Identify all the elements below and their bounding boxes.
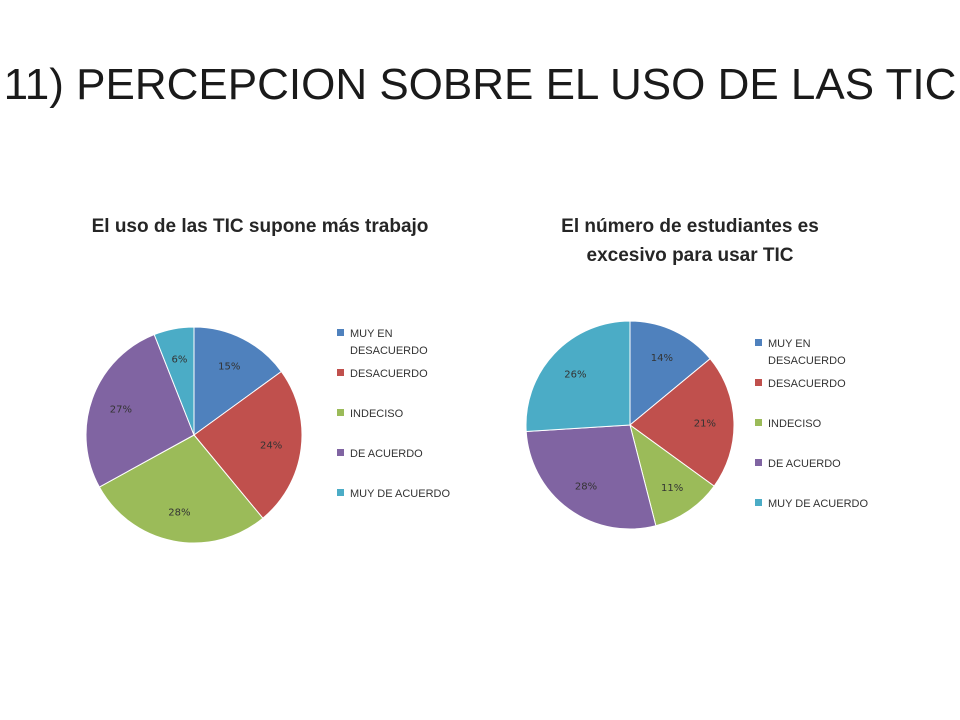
legend-item: INDECISO [755, 416, 888, 433]
legend-swatch [755, 339, 762, 346]
slice-value-label: 24% [260, 441, 282, 452]
legend-swatch [755, 499, 762, 506]
legend-swatch [337, 409, 344, 416]
slice-value-label: 14% [651, 353, 673, 364]
legend-item: MUY EN DESACUERDO [755, 336, 888, 370]
legend-label: DESACUERDO [768, 378, 846, 390]
legend-item: DESACUERDO [337, 366, 470, 383]
pie-slice-muy-de-acuerdo [153, 326, 195, 436]
legend-swatch [755, 419, 762, 426]
pie-slice-muy-en-desacuerdo [193, 326, 283, 436]
pie-slice-muy-de-acuerdo [525, 320, 631, 433]
pie-slice-desacuerdo [629, 358, 735, 487]
slice-value-label: 26% [564, 370, 586, 381]
slice-value-label: 28% [575, 482, 597, 493]
legend-label: INDECISO [350, 408, 404, 420]
pie-slice-muy-en-desacuerdo [629, 320, 711, 427]
legend-item: MUY EN DESACUERDO [337, 326, 470, 360]
legend-label: MUY DE ACUERDO [350, 488, 451, 500]
pie-slice-de-acuerdo [525, 424, 657, 530]
pie-slice-desacuerdo [193, 370, 303, 519]
pie-slice-de-acuerdo [85, 333, 195, 488]
slice-value-label: 15% [218, 362, 240, 373]
legend-label: MUY EN DESACUERDO [768, 338, 846, 367]
slice-value-label: 27% [110, 405, 132, 416]
legend-item: MUY DE ACUERDO [337, 486, 470, 503]
legend-swatch [337, 489, 344, 496]
slice-value-label: 11% [661, 483, 683, 494]
slide-title: 11) PERCEPCION SOBRE EL USO DE LAS TIC [3, 60, 957, 109]
legend-item: MUY DE ACUERDO [755, 496, 888, 513]
legend-item: INDECISO [337, 406, 470, 423]
slice-value-label: 6% [171, 355, 187, 366]
chart-2-title: El número de estudiantes es excesivo par… [561, 216, 819, 266]
legend-label: DE ACUERDO [350, 448, 423, 460]
pie-slice-indeciso [629, 423, 715, 527]
legend-label: INDECISO [768, 418, 822, 430]
legend-swatch [755, 459, 762, 466]
legend-swatch [337, 329, 344, 336]
legend-swatch [337, 369, 344, 376]
legend-swatch [755, 379, 762, 386]
slice-value-label: 28% [168, 507, 190, 518]
legend-label: DE ACUERDO [768, 458, 841, 470]
legend-swatch [337, 449, 344, 456]
pie-slice-indeciso [98, 434, 264, 544]
legend-label: MUY DE ACUERDO [768, 498, 869, 510]
legend-item: DESACUERDO [755, 376, 888, 393]
chart-1-pie: 15% 24% 28% 27% 6% [85, 326, 303, 544]
legend-label: DESACUERDO [350, 368, 428, 380]
slice-value-label: 21% [694, 419, 716, 430]
chart-1-legend: MUY EN DESACUERDO DESACUERDO INDECISO DE AC… [337, 326, 477, 506]
chart-2-pie: 14% 21% 11% 28% 26% [525, 320, 735, 530]
chart-2-legend: MUY EN DESACUERDO DESACUERDO INDECISO DE AC… [755, 336, 895, 516]
legend-label: MUY EN DESACUERDO [350, 328, 428, 357]
chart-1-title: El uso de las TIC supone más trabajo [91, 216, 429, 237]
legend-item: DE ACUERDO [755, 456, 888, 473]
legend-item: DE ACUERDO [337, 446, 470, 463]
